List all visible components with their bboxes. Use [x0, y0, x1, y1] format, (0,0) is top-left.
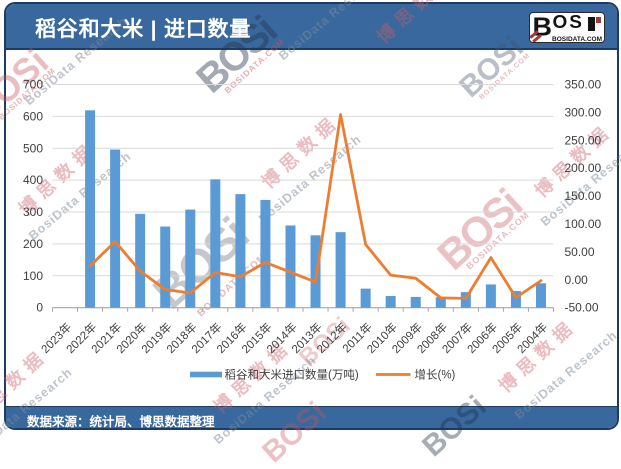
svg-text:200.00: 200.00	[565, 161, 602, 175]
svg-text:-50.00: -50.00	[565, 301, 599, 315]
svg-text:100.00: 100.00	[565, 217, 602, 231]
svg-text:700: 700	[23, 78, 43, 92]
svg-text:250.00: 250.00	[565, 133, 602, 147]
svg-text:600: 600	[23, 109, 43, 123]
svg-text:150.00: 150.00	[565, 189, 602, 203]
svg-text:350.00: 350.00	[565, 78, 602, 92]
svg-text:稻谷和大米进口数量(万吨): 稻谷和大米进口数量(万吨)	[225, 368, 359, 382]
svg-text:400: 400	[23, 173, 43, 187]
svg-text:50.00: 50.00	[565, 245, 595, 259]
svg-text:500: 500	[23, 141, 43, 155]
svg-text:200: 200	[23, 237, 43, 251]
svg-text:0.00: 0.00	[565, 273, 589, 287]
svg-text:100: 100	[23, 269, 43, 283]
svg-text:0: 0	[36, 301, 43, 315]
svg-text:增长(%): 增长(%)	[415, 368, 456, 382]
svg-text:300.00: 300.00	[565, 105, 602, 119]
svg-text:300: 300	[23, 205, 43, 219]
